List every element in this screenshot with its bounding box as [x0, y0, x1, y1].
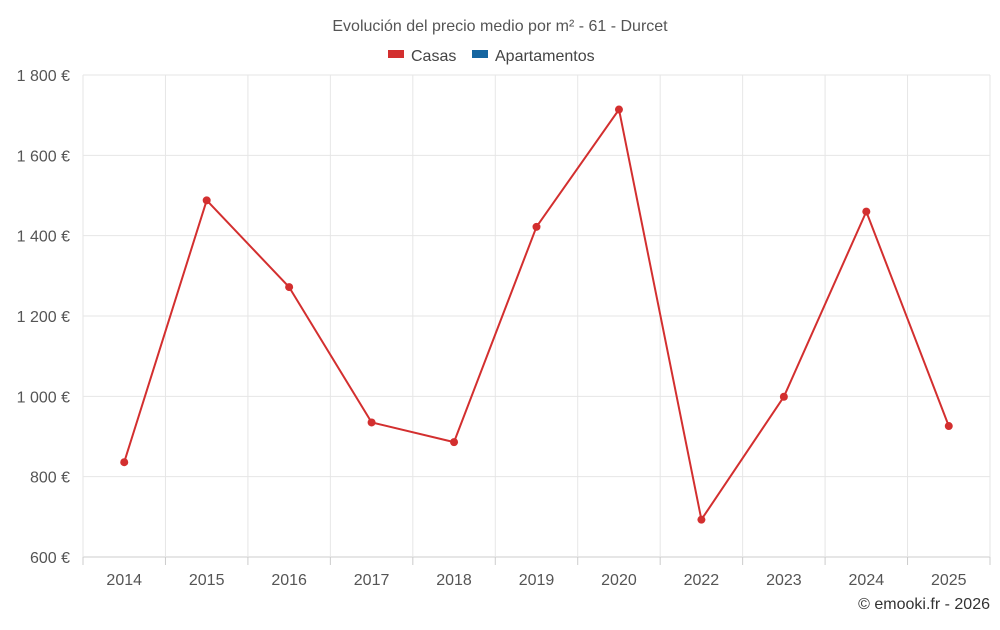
y-tick-label: 800 € [30, 470, 70, 487]
y-tick-label: 1 200 € [17, 309, 70, 326]
y-axis-ticks: 600 € 800 € 1 000 € 1 200 € 1 400 € 1 600 € 1 … [17, 68, 70, 567]
legend[interactable]: Casas Apartamentos [388, 48, 595, 65]
x-tick-label: 2017 [354, 572, 390, 589]
x-tick-label: 2020 [601, 572, 637, 589]
x-tick-label: 2022 [684, 572, 720, 589]
x-tick-label: 2025 [931, 572, 967, 589]
data-point[interactable] [120, 458, 129, 467]
y-tick-label: 600 € [30, 550, 70, 567]
y-tick-label: 1 600 € [17, 148, 70, 165]
x-tick-label: 2016 [271, 572, 307, 589]
x-tick-label: 2024 [849, 572, 885, 589]
data-point[interactable] [944, 422, 953, 431]
legend-swatch-casas [388, 50, 404, 58]
data-point[interactable] [285, 283, 294, 292]
credit-text: © emooki.fr - 2026 [858, 596, 990, 613]
data-point[interactable] [202, 196, 211, 205]
data-point[interactable] [697, 515, 706, 524]
y-tick-label: 1 000 € [17, 389, 70, 406]
x-tick-label: 2018 [436, 572, 472, 589]
data-point[interactable] [367, 418, 376, 427]
x-tick-label: 2015 [189, 572, 225, 589]
grid [82, 74, 991, 558]
x-tick-label: 2019 [519, 572, 555, 589]
x-tick-label: 2014 [106, 572, 142, 589]
data-point[interactable] [614, 105, 623, 114]
legend-label-casas[interactable]: Casas [411, 48, 456, 65]
data-point[interactable] [450, 438, 459, 447]
chart-title: Evolución del precio medio por m² - 61 -… [332, 18, 668, 35]
data-point[interactable] [779, 392, 788, 401]
x-tick-label: 2023 [766, 572, 802, 589]
legend-swatch-apartamentos [472, 50, 488, 58]
x-axis-ticks: 2014 2015 2016 2017 2018 2019 2020 2022 2023 2024… [82, 557, 991, 589]
data-point[interactable] [532, 222, 541, 231]
y-tick-label: 1 400 € [17, 229, 70, 246]
data-point[interactable] [862, 207, 871, 216]
y-tick-label: 1 800 € [17, 68, 70, 85]
series-casas [120, 105, 953, 524]
legend-label-apartamentos[interactable]: Apartamentos [495, 48, 595, 65]
